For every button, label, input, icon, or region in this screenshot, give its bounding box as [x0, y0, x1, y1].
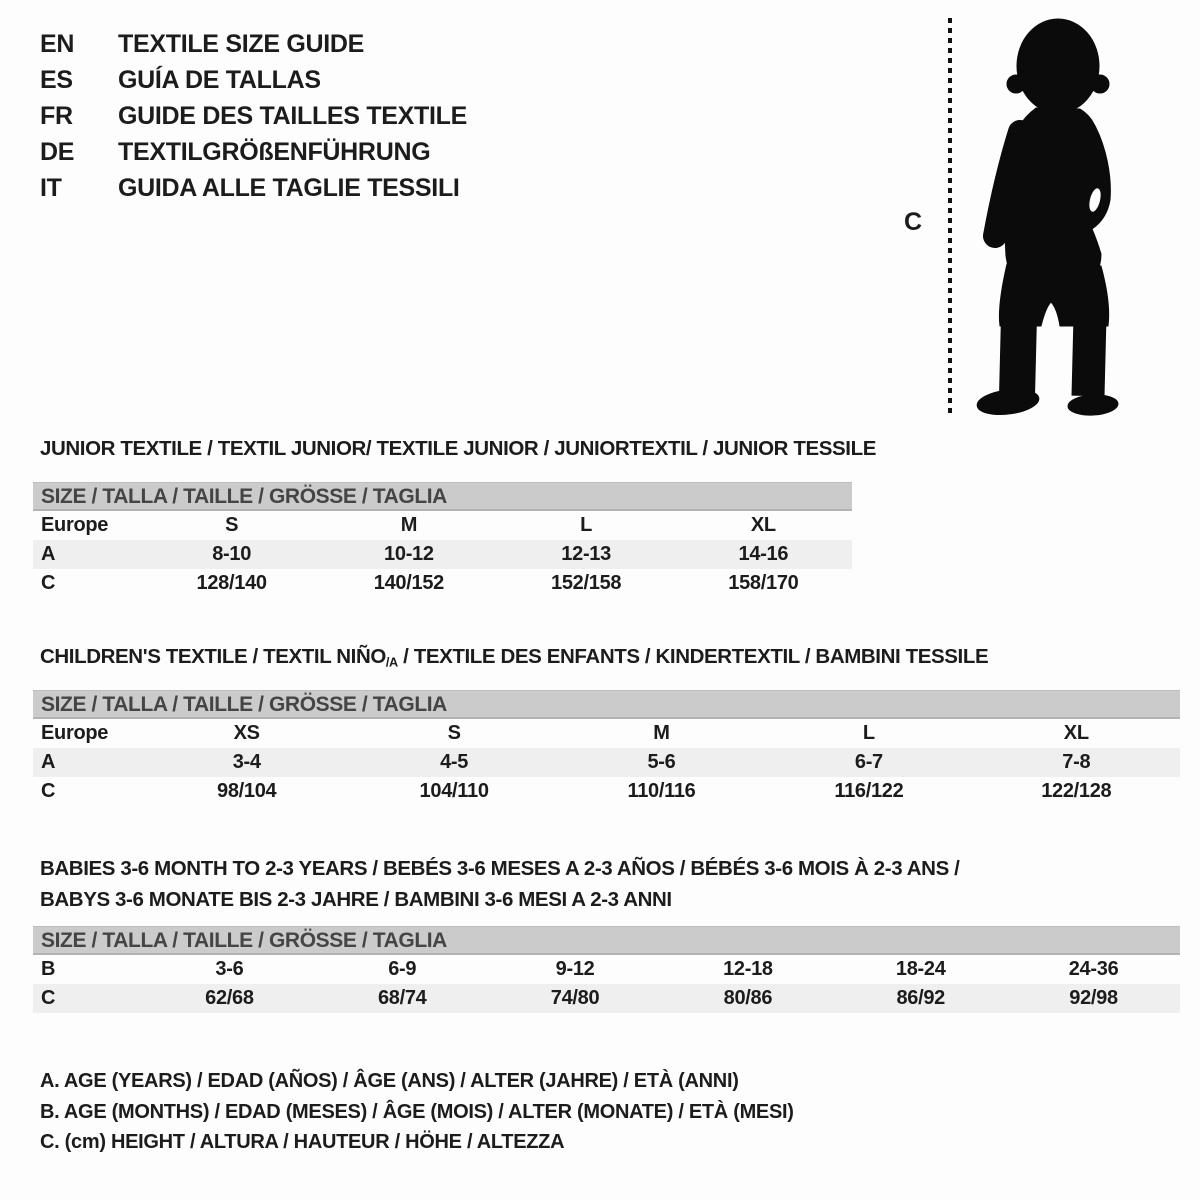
table-cell: 9-12 [555, 958, 595, 980]
height-measure-label: C [904, 208, 923, 236]
column-header: S [225, 514, 239, 536]
column-header: XS [233, 722, 260, 744]
table-cell: 3-6 [215, 958, 244, 980]
language-code: FR [40, 102, 73, 130]
table-cell: 18-24 [895, 958, 946, 980]
table-row: A 3-4 4-5 5-6 6-7 7-8 [33, 748, 1180, 777]
corner-label: Europe [41, 722, 109, 744]
table-cell: 80/86 [723, 987, 773, 1009]
table-cell: 140/152 [373, 572, 445, 594]
language-code: EN [40, 30, 75, 58]
table-row: A 8-10 10-12 12-13 14-16 [33, 540, 852, 569]
table-cell: 6-7 [854, 751, 883, 773]
table-cell: 7-8 [1062, 751, 1091, 773]
table-cell: 6-9 [388, 958, 417, 980]
guide-title: TEXTILE SIZE GUIDE [118, 30, 365, 58]
table-cell: 14-16 [738, 543, 789, 565]
table-cell: 152/158 [551, 572, 622, 594]
table-header-row: Europe S M L XL [33, 511, 852, 540]
column-header: M [653, 722, 670, 744]
section-title-subscript: /A [385, 654, 398, 670]
size-header-bar: SIZE / TALLA / TAILLE / GRÖSSE / TAGLIA [33, 926, 1180, 955]
language-row-en: EN TEXTILE SIZE GUIDE [40, 26, 467, 62]
row-label: B [41, 958, 56, 980]
section-title-text: JUNIOR TEXTILE / TEXTIL JUNIOR/ TEXTILE … [40, 437, 876, 460]
column-header: XL [1063, 722, 1089, 744]
section-title-line1: BABIES 3-6 MONTH TO 2-3 YEARS / BEBÉS 3-… [40, 857, 960, 880]
table-cell: 24-36 [1068, 958, 1119, 980]
section-childrens-textile: CHILDREN'S TEXTILE / TEXTIL NIÑO/A / TEX… [33, 641, 1180, 802]
table-cell: 110/116 [627, 780, 696, 802]
guide-title: GUIDA ALLE TAGLIE TESSILI [118, 174, 460, 202]
section-title-text: / TEXTILE DES ENFANTS / KINDERTEXTIL / B… [397, 645, 989, 668]
toddler-silhouette-icon [976, 18, 1119, 416]
table-cell: 128/140 [196, 572, 268, 594]
measurement-legend: A. AGE (YEARS) / EDAD (AÑOS) / ÂGE (ANS)… [40, 1066, 794, 1158]
table-cell: 122/128 [1041, 780, 1112, 802]
table-cell: 92/98 [1069, 987, 1118, 1009]
table-row: B 3-6 6-9 9-12 12-18 18-24 24-36 [33, 955, 1180, 984]
language-title-list: EN TEXTILE SIZE GUIDE ES GUÍA DE TALLAS … [40, 26, 467, 206]
table-cell: 104/110 [419, 780, 489, 802]
table-cell: 8-10 [212, 543, 252, 565]
table-cell: 10-12 [384, 543, 434, 565]
table-cell: 116/122 [834, 780, 904, 802]
language-row-es: ES GUÍA DE TALLAS [40, 62, 467, 98]
row-label: A [41, 543, 56, 565]
column-header: L [862, 722, 875, 744]
table-cell: 3-4 [232, 751, 261, 773]
table-cell: 158/170 [728, 572, 799, 594]
table-cell: 86/92 [896, 987, 946, 1009]
guide-title: GUÍA DE TALLAS [118, 66, 321, 94]
guide-title: TEXTILGRÖßENFÜHRUNG [118, 138, 431, 166]
row-label: A [41, 751, 56, 773]
size-header-bar: SIZE / TALLA / TAILLE / GRÖSSE / TAGLIA [33, 482, 852, 511]
table-cell: 98/104 [217, 780, 277, 802]
height-measure-dashed-line [948, 18, 952, 415]
section-junior-textile: JUNIOR TEXTILE / TEXTIL JUNIOR/ TEXTILE … [33, 433, 876, 594]
section-title-line2: BABYS 3-6 MONATE BIS 2-3 JAHRE / BAMBINI… [40, 888, 672, 911]
section-title-text: CHILDREN'S TEXTILE / TEXTIL NIÑO [40, 645, 386, 668]
table-row: C 128/140 140/152 152/158 158/170 [33, 569, 852, 598]
column-header: L [580, 514, 593, 536]
guide-title: GUIDE DES TAILLES TEXTILE [118, 102, 468, 130]
row-label: C [41, 780, 56, 802]
table-cell: 12-18 [723, 958, 773, 980]
childrens-size-table: SIZE / TALLA / TAILLE / GRÖSSE / TAGLIA … [33, 690, 1180, 806]
table-cell: 74/80 [550, 987, 600, 1009]
table-cell: 12-13 [561, 543, 611, 565]
table-header-row: Europe XS S M L XL [33, 719, 1180, 748]
column-header: S [447, 722, 461, 744]
section-babies-textile: BABIES 3-6 MONTH TO 2-3 YEARS / BEBÉS 3-… [33, 853, 1180, 1013]
language-code: ES [40, 66, 73, 94]
language-code: DE [40, 138, 75, 166]
legend-line-a: A. AGE (YEARS) / EDAD (AÑOS) / ÂGE (ANS)… [40, 1070, 739, 1092]
language-row-de: DE TEXTILGRÖßENFÜHRUNG [40, 134, 467, 170]
table-row: C 62/68 68/74 74/80 80/86 86/92 92/98 [33, 984, 1180, 1013]
legend-line-b: B. AGE (MONTHS) / EDAD (MESES) / ÂGE (MO… [40, 1100, 794, 1123]
language-row-it: IT GUIDA ALLE TAGLIE TESSILI [40, 170, 467, 206]
junior-size-table: SIZE / TALLA / TAILLE / GRÖSSE / TAGLIA … [33, 482, 852, 598]
babies-size-table: SIZE / TALLA / TAILLE / GRÖSSE / TAGLIA … [33, 926, 1180, 1013]
legend-line-c: C. (cm) HEIGHT / ALTURA / HAUTEUR / HÖHE… [40, 1131, 565, 1153]
table-cell: 5-6 [647, 751, 676, 773]
table-row: C 98/104 104/110 110/116 116/122 122/128 [33, 777, 1180, 806]
table-cell: 68/74 [377, 987, 427, 1009]
corner-label: Europe [41, 514, 109, 536]
section-title: JUNIOR TEXTILE / TEXTIL JUNIOR/ TEXTILE … [33, 433, 876, 464]
table-cell: 4-5 [440, 751, 469, 773]
table-cell: 62/68 [205, 987, 254, 1009]
row-label: C [41, 572, 56, 594]
language-row-fr: FR GUIDE DES TAILLES TEXTILE [40, 98, 467, 134]
column-header: M [400, 514, 418, 536]
size-header-bar: SIZE / TALLA / TAILLE / GRÖSSE / TAGLIA [33, 690, 1180, 719]
column-header: XL [750, 514, 776, 536]
language-code: IT [40, 174, 62, 202]
row-label: C [41, 987, 56, 1009]
section-title: CHILDREN'S TEXTILE / TEXTIL NIÑO/A / TEX… [33, 641, 1180, 678]
